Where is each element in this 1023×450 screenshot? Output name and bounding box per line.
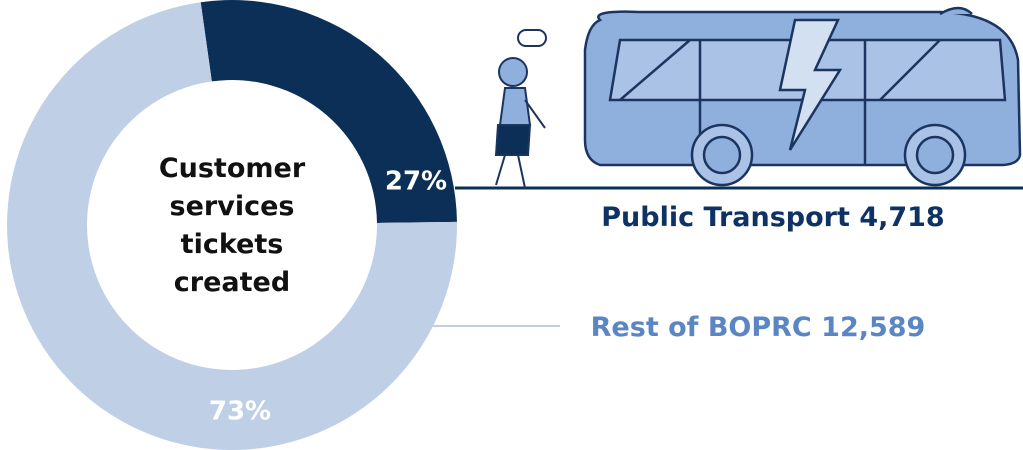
value-label: 73% [209, 397, 271, 427]
chart-title: Customer services tickets created [158, 153, 306, 298]
category-name: Rest of BOPRC [591, 312, 812, 343]
donut-segment [200, 0, 457, 223]
count-label: 12,589 [821, 312, 925, 343]
category-name: Public Transport [601, 202, 850, 233]
person-illustration [494, 29, 547, 189]
category-label: Public Transport 4,718 [601, 202, 944, 233]
bus-illustration [583, 6, 1022, 187]
category-label: Rest of BOPRC 12,589 [591, 312, 926, 343]
count-label: 4,718 [859, 202, 944, 233]
donut-segment [7, 2, 458, 450]
value-label: 27% [385, 167, 447, 197]
